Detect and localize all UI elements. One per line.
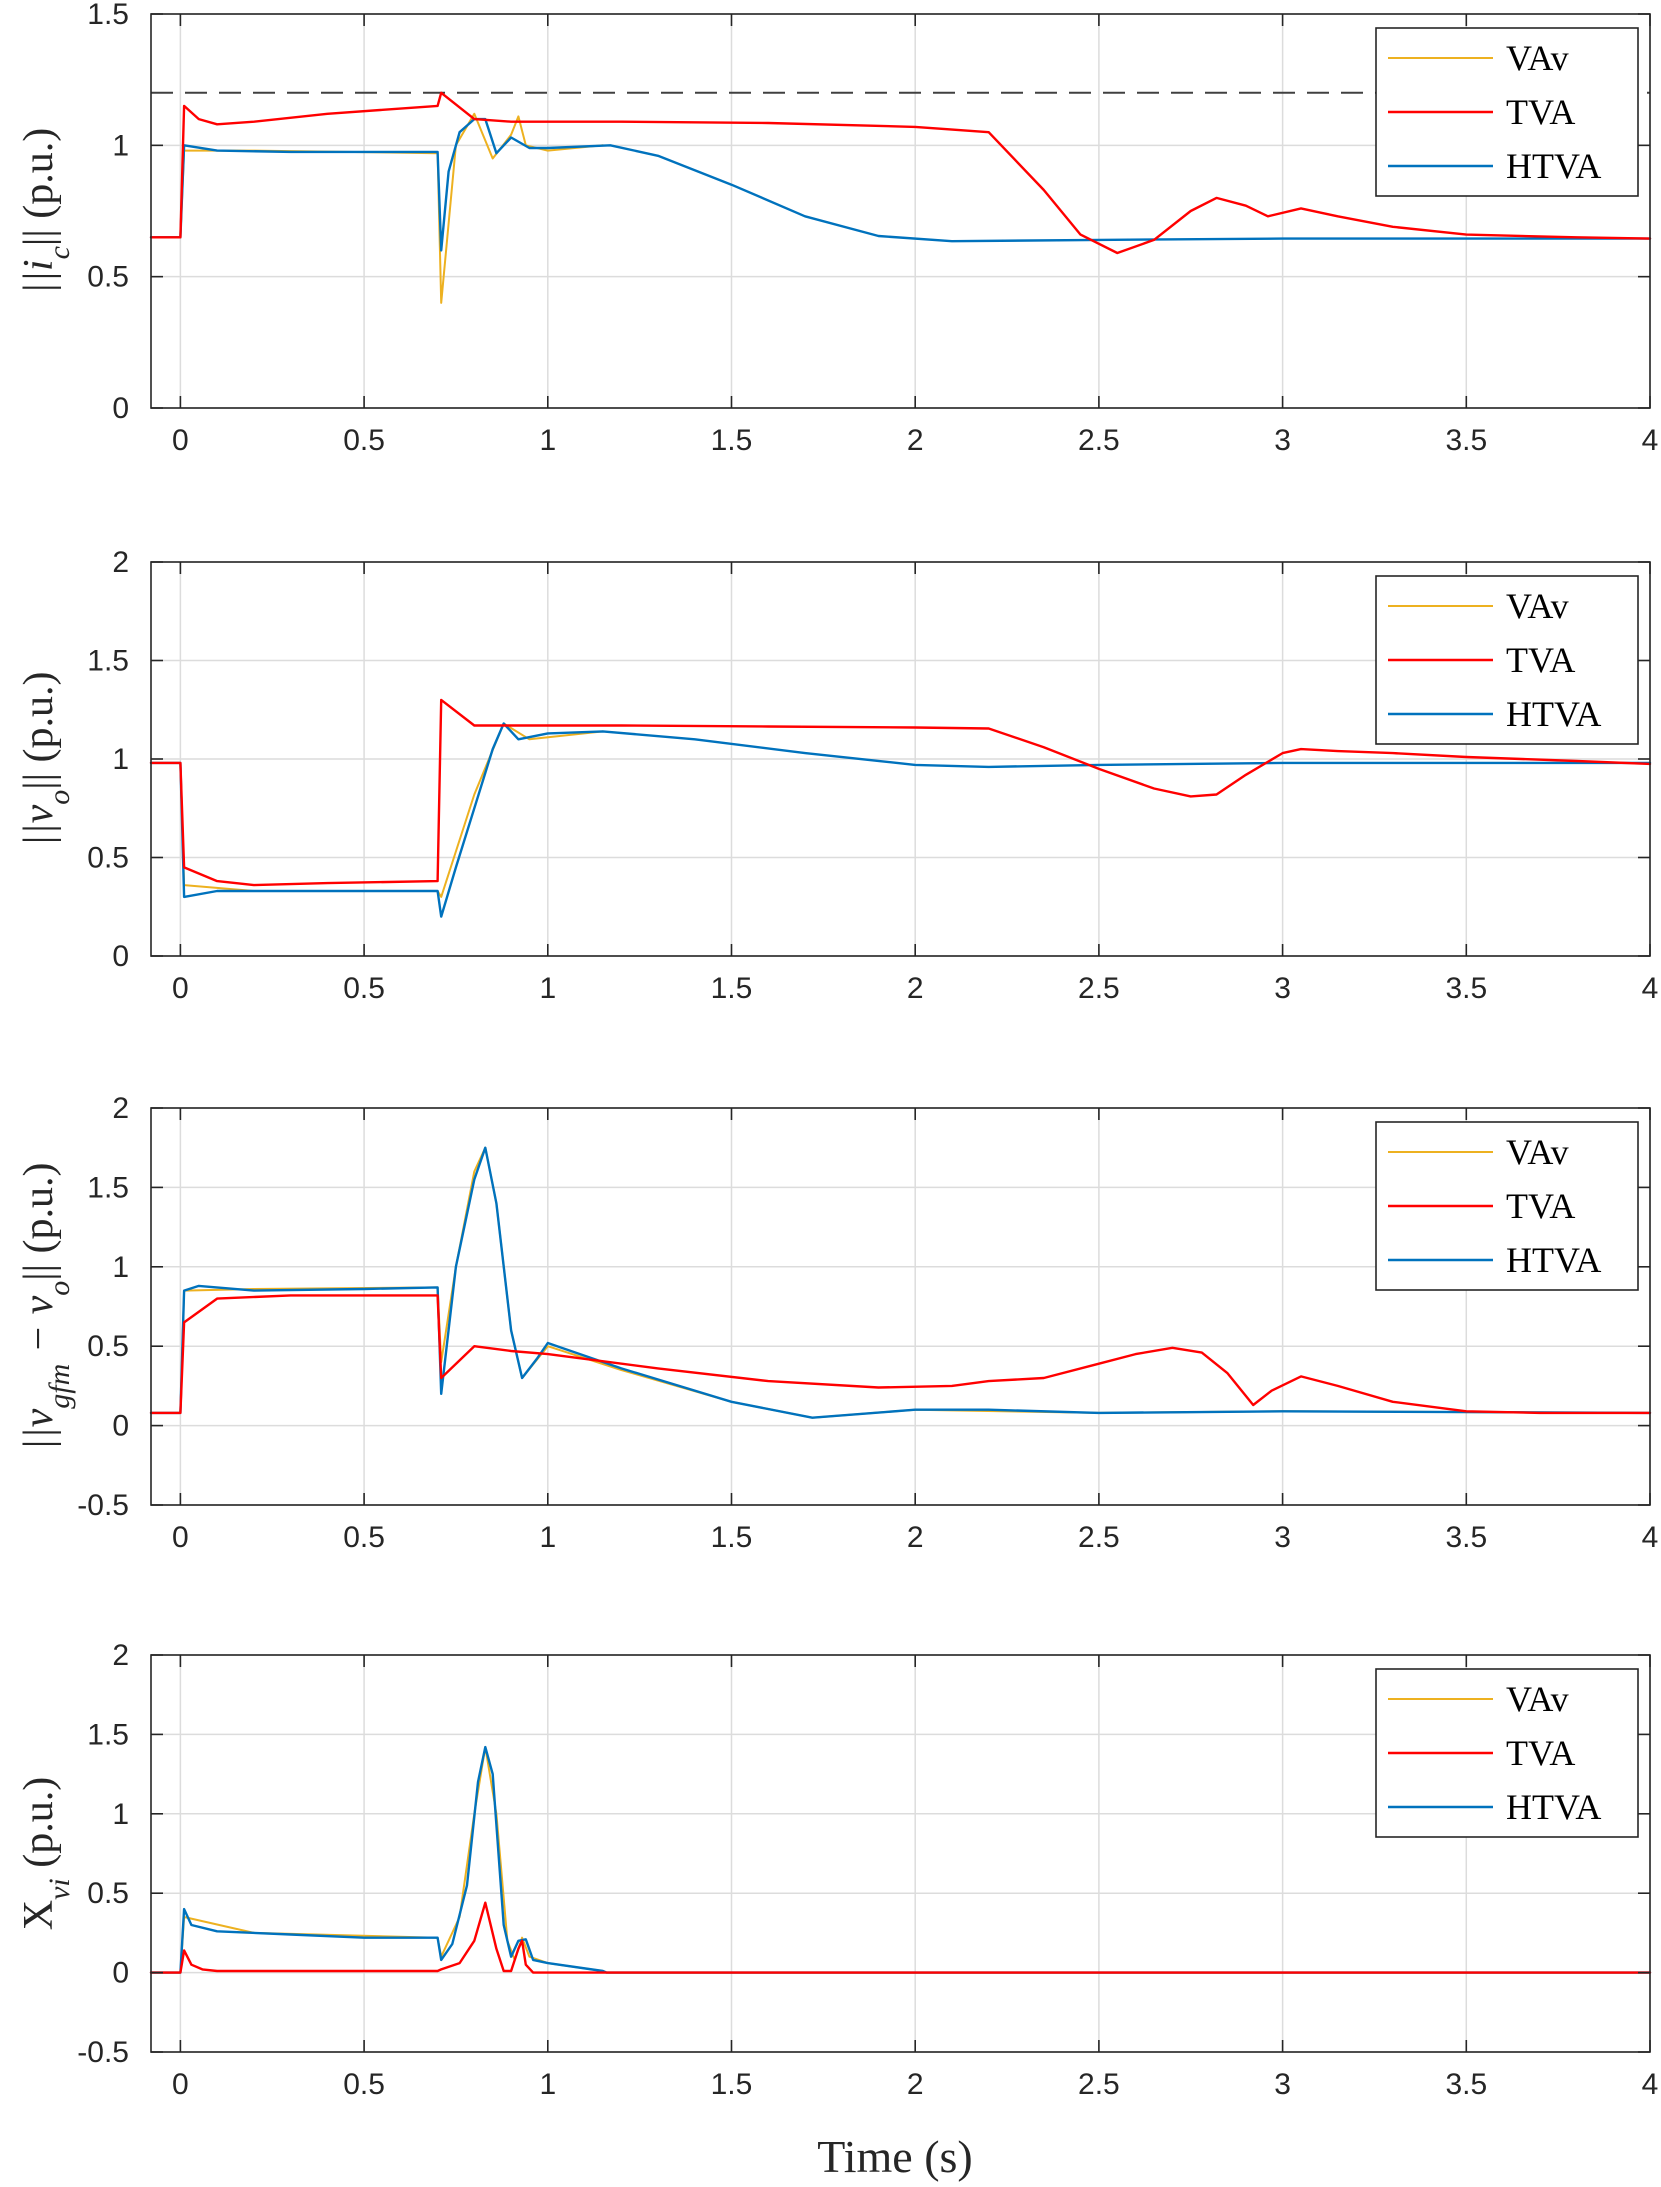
x-tick-label: 0: [172, 424, 189, 457]
legend-label-vav: VAv: [1506, 38, 1569, 78]
legend-label-vav: VAv: [1506, 1679, 1569, 1719]
x-tick-label: 1.5: [711, 2068, 753, 2101]
x-tick-label: 3.5: [1445, 2068, 1487, 2101]
chart-panel-vo: 0 0.5 1 1.5 2 2.5 3 3.5 4 0 0.5 1 1.5 2 ||vo|| (p.u.) V…: [16, 546, 1658, 1005]
x-tick-label: 2.5: [1078, 2068, 1120, 2101]
x-tick-label: 2.5: [1078, 424, 1120, 457]
series-line-htva: [149, 117, 1652, 252]
x-tick-label: 2: [907, 2068, 924, 2101]
legend-label-tva: TVA: [1506, 1733, 1575, 1773]
y-tick-label: 1: [112, 743, 129, 776]
x-tick-label: 2: [907, 972, 924, 1005]
axes-box: [150, 1107, 1651, 1506]
y-tick-label: 1: [112, 1798, 129, 1831]
legend: VAv TVA HTVA: [1375, 1121, 1639, 1291]
x-tick-label: 1.5: [711, 972, 753, 1005]
series-line-htva: [149, 1745, 1652, 1974]
legend-label-tva: TVA: [1506, 640, 1575, 680]
x-tick-label: 1.5: [711, 424, 753, 457]
legend-label-tva: TVA: [1506, 1186, 1575, 1226]
x-tick-label: 4: [1642, 424, 1659, 457]
legend-label-htva: HTVA: [1506, 1787, 1601, 1827]
y-tick-label: 1.5: [87, 0, 129, 31]
x-tick-label: 0.5: [343, 424, 385, 457]
y-tick-label: 2: [112, 1092, 129, 1125]
x-tick-label: 0.5: [343, 972, 385, 1005]
x-tick-label: 3.5: [1445, 972, 1487, 1005]
y-tick-label: 2: [112, 1639, 129, 1672]
x-tick-label: 0: [172, 1521, 189, 1554]
x-tick-label: 1: [539, 972, 556, 1005]
x-tick-label: 3.5: [1445, 1521, 1487, 1554]
x-tick-label: 0: [172, 2068, 189, 2101]
x-tick-label: 0: [172, 972, 189, 1005]
y-tick-label: -0.5: [77, 2036, 129, 2069]
legend-label-htva: HTVA: [1506, 1240, 1601, 1280]
x-tick-label: 1: [539, 2068, 556, 2101]
legend: VAv TVA HTVA: [1375, 1668, 1639, 1838]
y-tick-label: 2: [112, 546, 129, 579]
legend-label-vav: VAv: [1506, 586, 1569, 626]
series-line-htva: [149, 1146, 1652, 1419]
x-tick-label: 1: [539, 1521, 556, 1554]
x-tick-label: 4: [1642, 1521, 1659, 1554]
series-line-vav: [150, 112, 604, 304]
y-tick-label: 1: [112, 1251, 129, 1284]
x-tick-label: 3: [1274, 1521, 1291, 1554]
legend-label-vav: VAv: [1506, 1132, 1569, 1172]
y-tick-label: 1: [112, 129, 129, 162]
y-tick-label: 0.5: [87, 1330, 129, 1363]
y-axis-label: ||vgfm − vo|| (p.u.): [16, 1162, 76, 1450]
x-tick-label: 1.5: [711, 1521, 753, 1554]
y-tick-label: 0: [112, 940, 129, 973]
x-tick-label: 3: [1274, 972, 1291, 1005]
y-tick-label: 0: [112, 1410, 129, 1443]
legend-label-tva: TVA: [1506, 92, 1575, 132]
x-tick-label: 2: [907, 1521, 924, 1554]
axes-box: [150, 13, 1651, 409]
x-tick-label: 2.5: [1078, 972, 1120, 1005]
y-tick-label: 0.5: [87, 261, 129, 294]
chart-panel-ic: 0 0.5 1 1.5 2 2.5 3 3.5 4 0 0.5 1 1.5 ||ic|| (p.u.) VA…: [16, 0, 1658, 457]
legend-label-htva: HTVA: [1506, 146, 1601, 186]
y-tick-label: 0: [112, 392, 129, 425]
x-tick-label: 4: [1642, 2068, 1659, 2101]
legend: VAv TVA HTVA: [1375, 575, 1639, 745]
series-line-tva: [149, 1294, 1652, 1415]
series-line-tva: [149, 1901, 1652, 1974]
y-tick-label: 0: [112, 1957, 129, 1990]
chart-panel-xvi: 0 0.5 1 1.5 2 2.5 3 3.5 4 -0.5 0 0.5 1 1.5 2 Xvi (p.u.)…: [16, 1639, 1658, 2101]
y-tick-label: -0.5: [77, 1489, 129, 1522]
axes-box: [150, 1654, 1651, 2053]
legend-label-htva: HTVA: [1506, 694, 1601, 734]
x-tick-label: 0.5: [343, 1521, 385, 1554]
x-tick-label: 3: [1274, 424, 1291, 457]
x-tick-label: 3: [1274, 2068, 1291, 2101]
x-tick-label: 4: [1642, 972, 1659, 1005]
x-axis-label: Time (s): [817, 2131, 973, 2182]
y-tick-label: 0.5: [87, 1877, 129, 1910]
chart-panel-vdiff: 0 0.5 1 1.5 2 2.5 3 3.5 4 -0.5 0 0.5 1 1.5 2 ||vgfm − v…: [16, 1092, 1658, 1554]
y-tick-label: 1.5: [87, 645, 129, 678]
x-tick-label: 2: [907, 424, 924, 457]
x-tick-label: 0.5: [343, 2068, 385, 2101]
series-line-tva: [149, 91, 1652, 255]
series-line-tva: [149, 698, 1652, 887]
y-tick-label: 1.5: [87, 1718, 129, 1751]
y-axis-label: ||vo|| (p.u.): [16, 671, 76, 846]
x-tick-label: 1: [539, 424, 556, 457]
series-line-htva: [149, 722, 1652, 918]
x-tick-label: 2.5: [1078, 1521, 1120, 1554]
y-axis-label: Xvi (p.u.): [16, 1777, 76, 1930]
x-tick-label: 3.5: [1445, 424, 1487, 457]
legend: VAv TVA HTVA: [1375, 27, 1639, 197]
y-tick-label: 0.5: [87, 842, 129, 875]
y-axis-label: ||ic|| (p.u.): [16, 128, 76, 294]
y-tick-label: 1.5: [87, 1171, 129, 1204]
